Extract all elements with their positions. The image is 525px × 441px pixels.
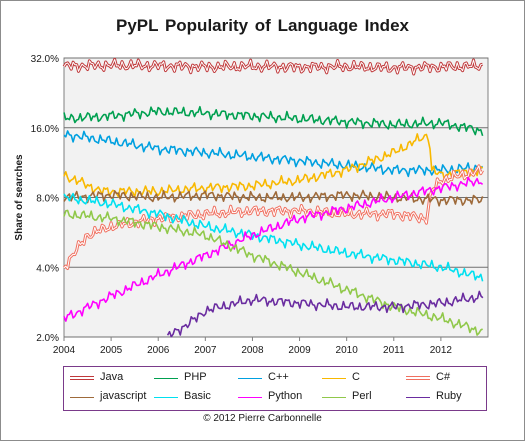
- y-axis-label: Share of searches: [14, 154, 25, 241]
- y-tick-label: 4.0%: [36, 263, 59, 274]
- legend-swatch: [322, 378, 346, 379]
- x-tick-label: 2010: [336, 345, 359, 356]
- legend-swatch: [406, 397, 430, 398]
- x-tick-label: 2011: [383, 345, 405, 356]
- legend-label: C#: [436, 371, 451, 383]
- legend-label: Basic: [184, 390, 211, 402]
- x-tick-label: 2008: [241, 345, 264, 356]
- credit-text: © 2012 Pierre Carbonnelle: [203, 413, 322, 424]
- legend-swatch: [238, 397, 262, 398]
- x-tick-label: 2012: [430, 345, 453, 356]
- series-line-ruby: [166, 290, 484, 338]
- series-line-javascript: [63, 189, 484, 207]
- legend-swatch: [154, 397, 178, 398]
- legend-swatch: [70, 376, 94, 380]
- legend-label: Java: [100, 371, 124, 383]
- legend-label: Perl: [352, 390, 372, 402]
- y-tick-label: 32.0%: [31, 54, 59, 65]
- series-line-php: [63, 105, 484, 137]
- legend-swatch: [238, 378, 262, 379]
- legend-label: Ruby: [436, 390, 462, 402]
- legend-label: Python: [268, 390, 303, 402]
- legend-label: C++: [268, 371, 289, 383]
- x-tick-label: 2007: [194, 345, 217, 356]
- x-tick-label: 2005: [100, 345, 123, 356]
- series-line-basic: [63, 192, 484, 282]
- x-tick-label: 2009: [288, 345, 311, 356]
- y-tick-label: 8.0%: [36, 194, 59, 205]
- chart-title: PyPL Popularity of Language Index: [116, 16, 409, 35]
- y-tick-label: 2.0%: [36, 333, 59, 344]
- x-tick-label: 2006: [147, 345, 170, 356]
- legend-swatch: [406, 376, 430, 380]
- legend-swatch: [322, 397, 346, 398]
- series-line-python: [63, 176, 484, 322]
- series-line-c: [63, 133, 484, 198]
- legend-label: javascript: [100, 390, 147, 402]
- x-tick-label: 2004: [53, 345, 76, 356]
- series-line-perl: [63, 209, 483, 336]
- legend: Java PHP C++ C C# javascript Basic Python Perl Ru…: [63, 366, 487, 411]
- series-line-c-: [63, 130, 484, 178]
- legend-label: PHP: [184, 371, 207, 383]
- series-line-inner: [63, 58, 483, 75]
- legend-label: C: [352, 371, 360, 383]
- y-tick-label: 16.0%: [31, 124, 59, 135]
- legend-swatch: [70, 397, 94, 398]
- legend-swatch: [154, 378, 178, 379]
